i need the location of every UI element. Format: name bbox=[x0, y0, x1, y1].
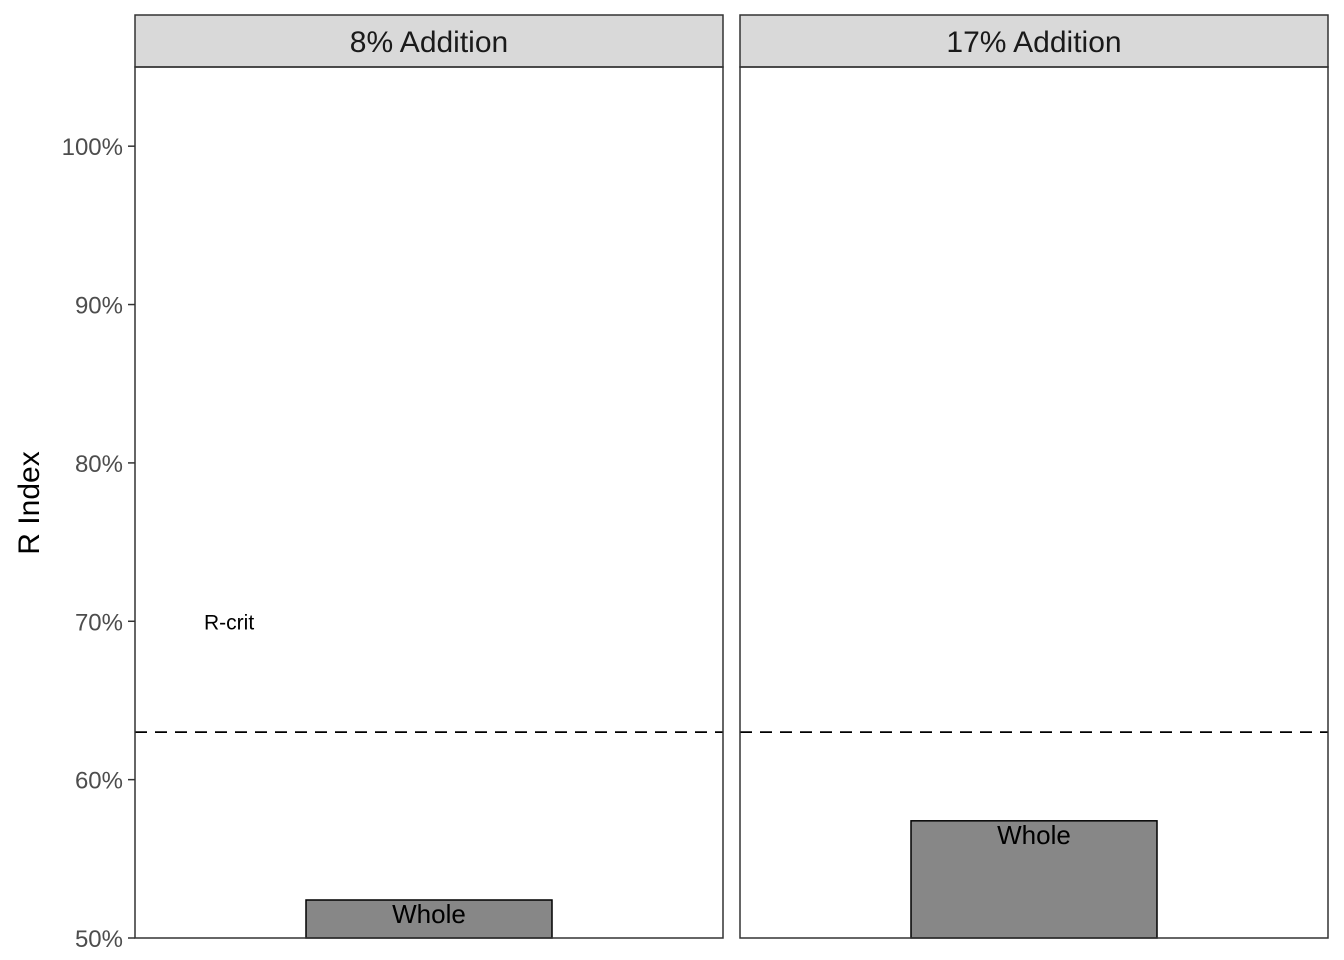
bar bbox=[305, 899, 553, 939]
bar-label: Whole bbox=[997, 820, 1071, 850]
y-tick-label: 70% bbox=[75, 609, 123, 636]
y-axis-title: R Index bbox=[13, 451, 46, 554]
y-tick-label: 50% bbox=[75, 926, 123, 953]
panel-strip bbox=[739, 14, 1329, 68]
bar-label: Whole bbox=[392, 899, 466, 929]
panel-1: 8% Addition Whole R-crit bbox=[134, 14, 724, 939]
panel-title: 8% Addition bbox=[350, 26, 508, 59]
facet-panels: 50% 60% 70% 80% 90% 100% 8% Addition Whole R-cri… bbox=[62, 14, 1329, 953]
y-tick-label: 100% bbox=[62, 134, 123, 161]
panel-border bbox=[739, 66, 1329, 939]
y-tick-label: 60% bbox=[75, 768, 123, 795]
y-tick-label: 90% bbox=[75, 293, 123, 320]
panel-border bbox=[134, 66, 724, 939]
reference-line-annotation: R-crit bbox=[204, 611, 254, 634]
panel-2: 17% Addition Whole bbox=[739, 14, 1329, 939]
y-tick-label: 80% bbox=[75, 451, 123, 478]
bar bbox=[910, 820, 1158, 939]
panel-title: 17% Addition bbox=[946, 26, 1121, 59]
